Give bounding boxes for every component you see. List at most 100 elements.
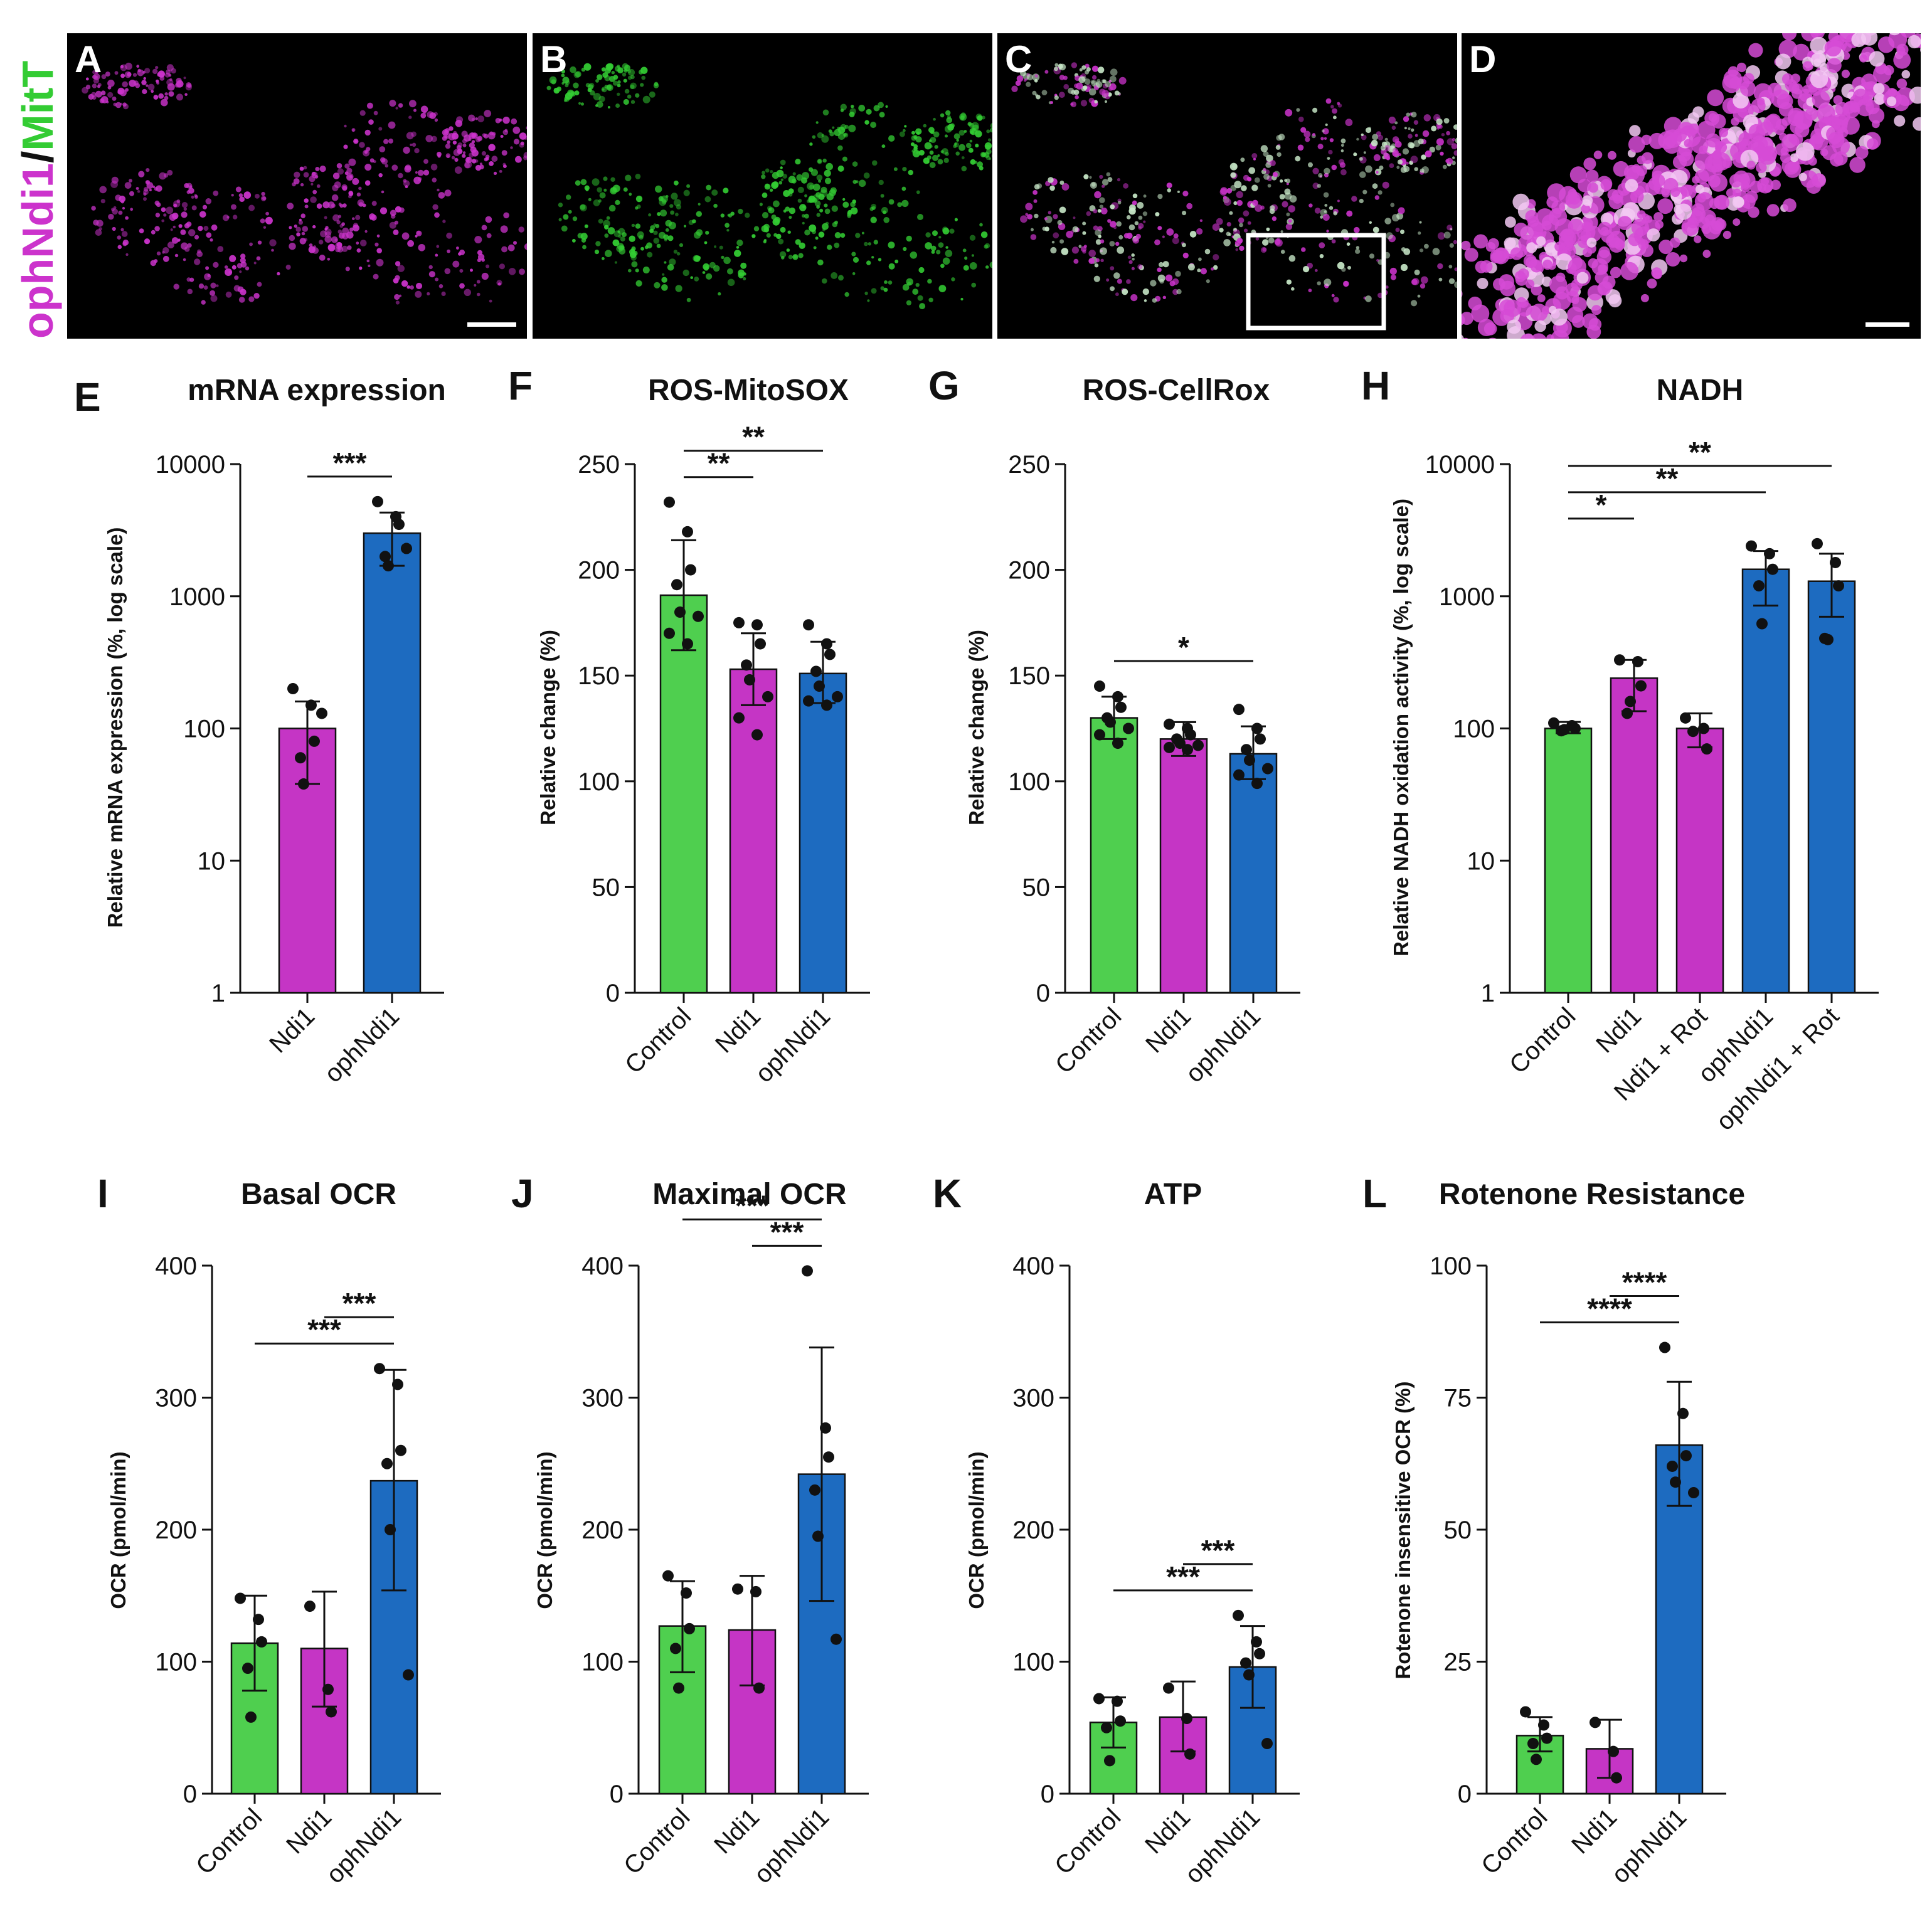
x-tick-label: Ndi1 (710, 1002, 766, 1058)
micrograph-panel-b: B (533, 33, 992, 339)
data-point (403, 1669, 414, 1681)
y-tick-label: 400 (1012, 1252, 1054, 1280)
data-point (392, 1379, 403, 1390)
micrograph-panel-c: C (997, 33, 1457, 339)
data-point (1622, 707, 1633, 719)
chart-panel-j: J Maximal OCR OCR (pmol/min) 0 100 200 300 400 C… (511, 1171, 869, 1889)
micrograph-background (533, 33, 992, 339)
data-point (1251, 722, 1263, 734)
y-axis-label: Relative NADH oxidation activity (%, log… (1389, 499, 1413, 956)
y-tick-label: 25 (1444, 1649, 1472, 1676)
y-tick-label: 100 (581, 1649, 624, 1676)
data-point (1756, 618, 1768, 630)
micrograph-row: ophNdi1/MitT A B C D (13, 33, 1921, 339)
data-point (1262, 763, 1273, 775)
y-tick-label: 200 (581, 1516, 624, 1544)
y-tick-label: 150 (1008, 662, 1050, 690)
x-tick-label: ophNdi1 (1181, 1002, 1266, 1088)
data-point (322, 1683, 334, 1695)
y-axis-label: OCR (pmol/min) (107, 1451, 130, 1609)
data-point (664, 627, 675, 639)
data-point (1812, 537, 1823, 549)
data-point (681, 1587, 692, 1599)
side-label-separator: / (13, 151, 62, 163)
data-point (751, 729, 763, 741)
data-point (253, 1614, 264, 1626)
data-point (326, 1706, 337, 1718)
data-point (1112, 691, 1123, 702)
mitochondria-signal (546, 63, 992, 310)
data-point (814, 680, 825, 692)
data-point (1233, 769, 1245, 781)
data-point (1123, 722, 1134, 734)
x-tick-label: ophNdi1 (749, 1803, 834, 1888)
data-point (1680, 1450, 1692, 1462)
y-tick-label: 300 (155, 1385, 197, 1412)
data-point (1822, 633, 1834, 645)
mitochondria-signal (1462, 33, 1921, 339)
bar-ophndi1 (799, 672, 847, 994)
y-tick-label: 50 (1444, 1516, 1472, 1544)
micrograph-letter: C (1005, 38, 1032, 80)
data-point (1667, 1460, 1678, 1472)
y-tick-label: 1 (211, 980, 225, 1007)
data-point (1590, 1717, 1601, 1728)
data-point (383, 560, 394, 572)
mitochondria-signal (1011, 62, 1457, 309)
bar-ndi1-rot (1675, 728, 1724, 994)
data-point (1659, 1342, 1670, 1353)
panel-letter: I (97, 1171, 109, 1216)
significance-label: *** (735, 1189, 769, 1222)
data-point (733, 712, 745, 724)
panel-letter: K (933, 1171, 962, 1216)
y-tick-label: 300 (1012, 1385, 1054, 1412)
y-tick-label: 1000 (1439, 583, 1495, 611)
data-point (1527, 1738, 1539, 1750)
x-tick-label: Control (620, 1002, 696, 1079)
micrograph-letter: A (75, 38, 102, 80)
data-point (1093, 1693, 1105, 1705)
data-point (1101, 1722, 1112, 1733)
y-tick-label: 250 (578, 451, 620, 479)
data-point (685, 564, 696, 576)
data-point (256, 1636, 267, 1648)
bar-ophndi1-rot (1807, 580, 1856, 994)
side-label-ophndi1: ophNdi1 (13, 163, 62, 339)
data-point (1632, 656, 1643, 668)
data-point (1520, 1706, 1531, 1718)
data-point (304, 1601, 316, 1612)
y-tick-label: 1 (1481, 980, 1495, 1007)
bar-ophndi1 (1741, 568, 1790, 994)
bar-ndi1 (1610, 677, 1659, 994)
data-point (1746, 540, 1757, 552)
y-tick-label: 100 (1008, 768, 1050, 796)
scale-bar (1866, 322, 1909, 327)
data-point (802, 1265, 813, 1277)
chart-title: Maximal OCR (652, 1178, 846, 1211)
x-tick-label: Ndi1 (1566, 1803, 1622, 1859)
data-point (381, 1458, 393, 1469)
data-point (750, 1585, 762, 1597)
significance-label: *** (1201, 1534, 1235, 1567)
x-tick-label: Ndi1 (1140, 1002, 1196, 1058)
scale-bar (467, 322, 516, 327)
y-tick-label: 50 (592, 874, 620, 901)
y-tick-label: 100 (1430, 1252, 1472, 1280)
x-tick-label: ophNdi1 (321, 1803, 406, 1888)
y-axis-label: Rotenone insensitive OCR (%) (1391, 1382, 1414, 1680)
data-point (1548, 717, 1559, 729)
significance-label: *** (770, 1215, 804, 1248)
chart-title: ROS-CellRox (1083, 374, 1270, 407)
chart-title: NADH (1657, 374, 1744, 407)
significance-label: ** (742, 421, 765, 453)
data-point (295, 752, 306, 764)
data-point (372, 495, 383, 507)
significance-label: ** (708, 447, 730, 480)
y-tick-label: 0 (1041, 1781, 1054, 1808)
significance-label: * (1178, 631, 1189, 664)
data-point (1233, 704, 1245, 716)
data-point (1251, 1636, 1262, 1648)
data-point (831, 1633, 842, 1645)
significance-label: **** (1587, 1293, 1632, 1325)
chart-panel-f: F ROS-MitoSOX Relative change (%) 0 50 100 150… (508, 363, 870, 1088)
